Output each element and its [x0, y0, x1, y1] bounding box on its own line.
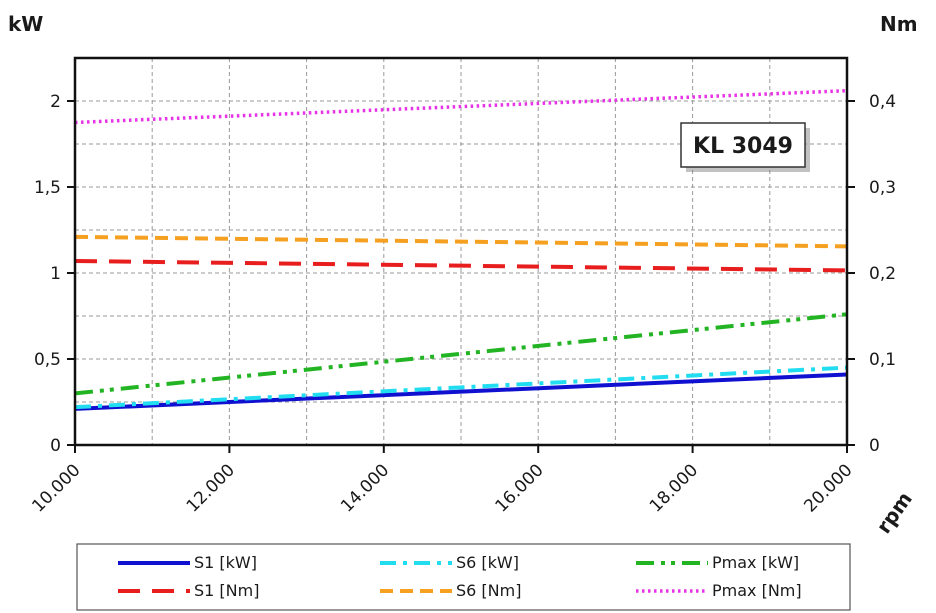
legend-label: S1 [kW]: [194, 553, 257, 572]
legend-label: S6 [Nm]: [456, 581, 521, 600]
y-left-tick-label: 2: [50, 92, 61, 112]
model-label: KL 3049: [693, 134, 793, 159]
y-right-unit: Nm: [880, 12, 918, 36]
y-right-tick-label: 0,4: [869, 92, 896, 112]
y-right-tick-label: 0: [869, 436, 880, 456]
y-right-tick-label: 0,2: [869, 264, 896, 284]
series-line-s1-kw: [74, 372, 848, 411]
series-line-s6-kw: [74, 365, 848, 410]
y-left-tick-label: 1: [50, 264, 61, 284]
series-line-s1-nm: [74, 258, 848, 273]
series-layer: [74, 88, 848, 411]
legend: S1 [kW] S6 [kW] Pmax [kW] S1 [Nm] S6 [Nm] Pma…: [76, 543, 851, 611]
legend-label: Pmax [Nm]: [712, 581, 802, 600]
y-left-tick-label: 0: [50, 436, 61, 456]
plot-frame: [73, 56, 849, 447]
y-left-tick-label: 1,5: [34, 178, 61, 198]
legend-label: S1 [Nm]: [194, 581, 259, 600]
model-label-box: KL 3049: [680, 122, 810, 172]
series-line-s6-nm: [74, 234, 848, 249]
y-right-tick-label: 0,3: [869, 178, 896, 198]
series-line-pmax-kw: [74, 312, 848, 396]
y-right-tick-label: 0,1: [869, 350, 896, 370]
y-left-tick-label: 0,5: [34, 350, 61, 370]
grid: [75, 58, 847, 445]
legend-label: S6 [kW]: [456, 553, 519, 572]
legend-label: Pmax [kW]: [712, 553, 799, 572]
y-left-unit: kW: [8, 12, 43, 36]
series-line-pmax-nm: [74, 88, 848, 125]
